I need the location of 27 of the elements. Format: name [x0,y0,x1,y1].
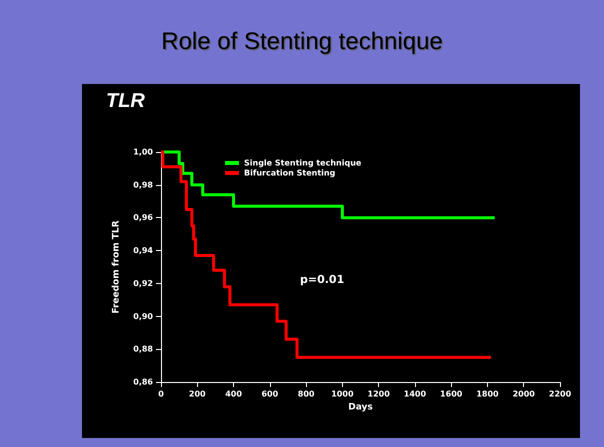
legend-label: Single Stenting technique [244,158,362,168]
chart-subtitle: TLR [106,90,145,113]
x-tick-label: 1000 [331,390,354,398]
legend-label: Bifurcation Stenting [244,168,336,178]
x-tick-label: 800 [298,390,315,398]
x-tick-label: 1200 [368,390,390,398]
x-tick-label: 200 [188,390,206,398]
x-tick-label: 2200 [548,390,572,398]
x-tick-label: 1400 [404,390,426,398]
x-axis-title: Days [348,402,373,412]
x-tick-label: 600 [261,390,279,398]
y-tick-label: 0,86 [133,378,154,386]
x-tick-label: 1600 [440,390,463,398]
y-tick-label: 0,88 [133,344,154,354]
x-tick-label: 400 [225,390,242,398]
chart-title: Role of Stenting technique [160,28,444,56]
y-tick-label: 0,98 [133,180,154,190]
x-tick-label: 1800 [476,390,500,398]
x-tick-label: 0 [158,390,164,398]
y-tick-label: 0,92 [133,278,153,288]
y-tick-label: 0,94 [133,246,154,256]
y-axis-title: Freedom from TLR [112,220,122,314]
x-tick-label: 2000 [512,390,536,398]
y-tick-label: 1,00 [133,148,154,156]
annotation: p=0.01 [300,273,344,286]
y-tick-label: 0,96 [133,213,154,222]
y-tick-label: 0,90 [133,312,154,321]
